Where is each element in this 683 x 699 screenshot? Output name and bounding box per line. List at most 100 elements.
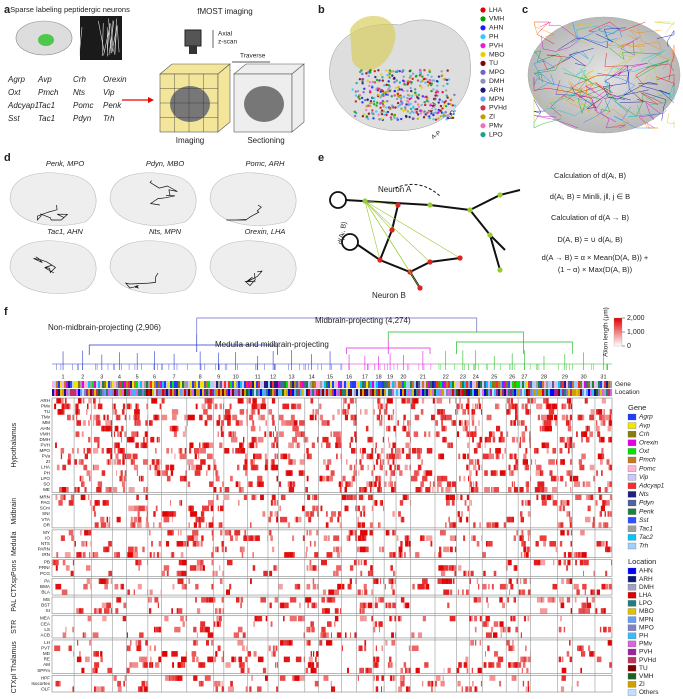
heatmap-cell xyxy=(321,608,328,614)
heatmap-cell xyxy=(506,409,510,415)
heatmap-cell xyxy=(342,481,344,487)
gene-bar-cell xyxy=(380,381,382,388)
location-bar-cell xyxy=(412,389,414,396)
heatmap-cell xyxy=(308,516,310,523)
gene-bar-cell xyxy=(482,381,484,388)
heatmap-cell xyxy=(560,541,563,547)
gene-bar-cell xyxy=(512,381,514,388)
heatmap-cell xyxy=(134,420,141,426)
heatmap-cell xyxy=(592,516,595,523)
legend-swatch xyxy=(627,656,637,664)
heatmap-cell xyxy=(315,565,317,571)
annotation: Axial xyxy=(218,31,233,38)
soma-dot xyxy=(358,97,361,101)
location-bar-cell xyxy=(242,389,244,396)
heatmap-cell xyxy=(81,541,85,547)
heatmap-cell xyxy=(319,403,322,410)
heatmap-cell xyxy=(99,686,103,692)
heatmap-cell xyxy=(598,487,601,493)
heatmap-cell xyxy=(229,583,232,590)
heatmap-cell xyxy=(104,608,110,614)
gene-bar-cell xyxy=(460,381,462,388)
heatmap-cell xyxy=(174,453,176,460)
gene-bar-cell xyxy=(116,381,118,388)
heatmap-cell xyxy=(417,464,422,471)
soma-dot xyxy=(378,79,381,82)
heatmap-cell xyxy=(338,481,342,487)
heatmap-cell xyxy=(553,403,558,410)
heatmap-cell xyxy=(124,414,127,421)
brain-block xyxy=(170,86,210,122)
soma-dot xyxy=(452,112,456,116)
gene-bar-cell xyxy=(254,381,256,388)
gene-bar-cell xyxy=(148,381,150,388)
heatmap-cell xyxy=(469,615,472,622)
gene-bar-cell xyxy=(366,381,368,388)
soma-dot xyxy=(403,83,406,86)
gene-bar-cell xyxy=(426,381,428,388)
heatmap-cell xyxy=(84,529,86,536)
gene-bar-cell xyxy=(206,381,208,388)
heatmap-cell xyxy=(487,522,492,528)
gene-bar-cell xyxy=(106,381,108,388)
legend-swatch xyxy=(627,482,637,489)
heatmap-cell xyxy=(521,500,524,506)
gene-bar-cell xyxy=(510,381,512,388)
heatmap-cell xyxy=(370,487,372,493)
heading: Calculation of d(A → B) xyxy=(551,213,629,222)
heatmap-cell xyxy=(121,481,126,487)
heatmap-cell xyxy=(465,570,467,577)
heatmap-cell xyxy=(158,541,162,547)
heatmap-cell xyxy=(581,431,586,437)
heatmap-cell xyxy=(335,570,339,577)
heatmap-cell xyxy=(579,645,584,652)
heatmap-cell xyxy=(481,535,483,541)
heatmap-cell xyxy=(170,500,171,506)
heatmap-cell xyxy=(437,475,443,482)
heatmap-cell xyxy=(268,645,271,652)
heatmap-cell xyxy=(601,398,606,404)
heatmap-cell xyxy=(265,420,267,426)
heatmap-cell xyxy=(136,559,142,566)
heatmap-cell xyxy=(308,453,312,460)
gene-bar-cell xyxy=(548,381,550,388)
heatmap-cell xyxy=(249,535,254,541)
heatmap-cell xyxy=(377,398,380,404)
heatmap-cell xyxy=(336,546,340,553)
heatmap-cell xyxy=(398,511,401,517)
heatmap-cell xyxy=(567,398,571,404)
heatmap-cell xyxy=(97,442,100,449)
gene-bar-cell xyxy=(296,381,298,388)
heatmap-cell xyxy=(119,470,123,476)
gene-bar-cell xyxy=(352,381,354,388)
gene-bar-cell xyxy=(308,381,310,388)
heatmap-cell xyxy=(159,436,160,443)
heatmap-cell xyxy=(229,403,232,410)
gene-bar-cell xyxy=(192,381,194,388)
legend-label: ZI xyxy=(639,681,645,688)
node-a xyxy=(497,267,503,273)
heatmap-cell xyxy=(500,431,503,437)
heatmap-cell xyxy=(395,632,397,638)
heatmap-cell xyxy=(95,651,99,657)
soma xyxy=(341,233,359,251)
axon-trace xyxy=(575,55,594,85)
soma-dot xyxy=(444,111,447,114)
axon-trace xyxy=(572,21,618,44)
heatmap-cell xyxy=(208,632,214,638)
legend-dot xyxy=(480,25,486,31)
gene-bar-cell xyxy=(56,381,58,388)
heatmap-cell xyxy=(498,403,500,410)
heatmap-cell xyxy=(392,529,394,536)
axon-trace xyxy=(628,105,660,118)
soma-dot xyxy=(371,80,375,84)
heatmap-cell xyxy=(79,552,83,558)
location-bar-cell xyxy=(118,389,120,396)
heatmap-cell xyxy=(146,436,148,443)
heatmap-cell xyxy=(252,552,254,558)
heatmap-cell xyxy=(68,500,74,506)
soma-dot xyxy=(393,77,396,80)
colorbar-tick-label: 0 xyxy=(627,343,631,350)
heatmap-cell xyxy=(355,459,357,465)
heatmap-cell xyxy=(279,414,284,421)
